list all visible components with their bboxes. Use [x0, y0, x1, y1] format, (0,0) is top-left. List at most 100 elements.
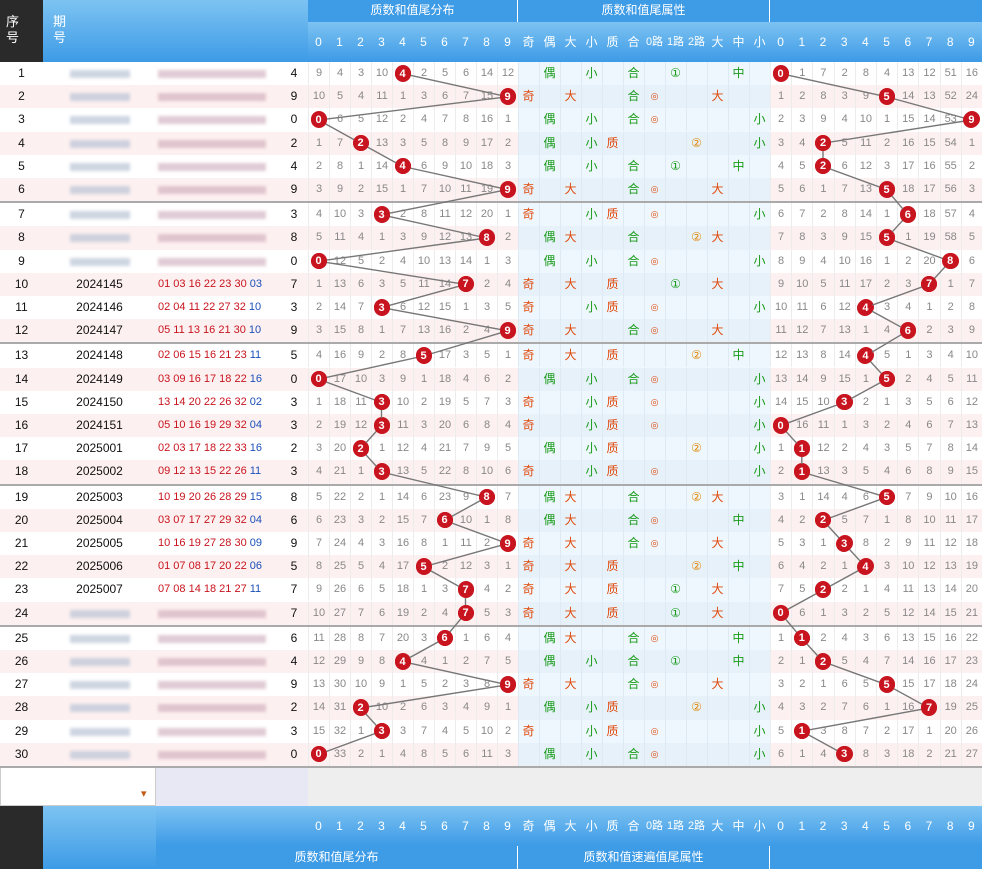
digit2-cell: 16 — [918, 650, 939, 673]
row-draw — [156, 178, 280, 201]
digit-cell: 12 — [497, 62, 518, 85]
attr-header-3: 小 — [585, 35, 598, 49]
attr-oe: 偶 — [543, 230, 556, 245]
miss-count: 7 — [315, 537, 323, 549]
miss2-count: 4 — [926, 372, 933, 385]
miss-count: 4 — [420, 113, 428, 126]
attr-cell — [728, 178, 749, 201]
digit-cell: 0 — [308, 367, 329, 391]
miss2-count: 14 — [902, 90, 915, 103]
attr-road: ① — [670, 605, 681, 620]
miss2-count: 3 — [841, 90, 848, 103]
miss2-count: 20 — [944, 724, 957, 737]
miss-count: 2 — [462, 655, 470, 667]
digit2-cell: 4 — [791, 555, 812, 579]
digit2-cell: 16 — [897, 696, 918, 720]
miss-count: 4 — [399, 254, 407, 267]
attr-bs: 大 — [564, 512, 577, 527]
row-tail-value: 8 — [290, 230, 298, 245]
attr-pc: 质 — [606, 207, 619, 222]
digit-cell: 9 — [455, 131, 476, 155]
miss2-count: 12 — [944, 537, 957, 549]
miss-count: 21 — [333, 465, 347, 478]
miss-count: 8 — [420, 537, 428, 549]
seq-header-label: 序号 — [6, 14, 20, 45]
scroll-box[interactable]: ▾ — [0, 762, 156, 806]
digit-cell: 3 — [476, 555, 497, 579]
issue-header[interactable]: 期号 — [43, 0, 156, 62]
attr-oe: 奇 — [522, 348, 535, 363]
row-seq: 3 — [18, 112, 25, 127]
miss2-count: 5 — [799, 583, 806, 596]
digit2-ball: 6 — [900, 206, 917, 223]
attr-cell — [644, 249, 665, 273]
miss2-count: 17 — [902, 159, 915, 172]
miss2-count: 8 — [862, 537, 869, 549]
miss-count: 1 — [504, 560, 512, 573]
row-draw — [156, 85, 280, 108]
filler-area: ▾ — [0, 762, 982, 806]
miss2-count: 14 — [902, 655, 915, 667]
attr-cell — [686, 460, 707, 484]
miss2-count: 19 — [965, 560, 979, 573]
row-tail-value: 5 — [290, 348, 298, 363]
attr-road: ◎ — [650, 209, 659, 220]
attr-cell — [749, 719, 770, 743]
digit2-cell: 56 — [939, 178, 961, 201]
attr-zone: 大 — [711, 536, 724, 550]
digit2-cell: 1 — [876, 508, 897, 532]
digit-header-9: 9 — [504, 35, 511, 49]
attr-cell — [539, 532, 560, 555]
digit2-cell: 4 — [854, 555, 876, 579]
attr-cell — [602, 85, 623, 109]
draw-blue-number: 04 — [249, 513, 262, 526]
miss2-count: 4 — [841, 631, 848, 644]
attr-cell — [623, 226, 644, 250]
miss2-count: 12 — [859, 159, 873, 172]
attr-oe: 奇 — [522, 207, 535, 222]
draw-red-numbers: 02 03 17 18 22 33 — [158, 442, 247, 455]
digit2-cell: 6 — [876, 626, 897, 650]
miss2-count: 4 — [820, 254, 827, 267]
table-row: 6 9 3 9 2 15 1 7 10 11 19 9 奇大合 ◎ 大 5 6 1 7 13 5 18 17 56 3 — [0, 178, 982, 204]
digit2-cell: 4 — [770, 696, 791, 720]
digit-cell: 7 — [476, 650, 497, 673]
attr-cell — [518, 390, 539, 414]
attr-cell — [518, 742, 539, 766]
miss2-count: 4 — [947, 349, 954, 362]
scroll-down-icon[interactable]: ▾ — [141, 788, 147, 800]
digit-cell: 20 — [434, 414, 455, 437]
digit2-cell: 9 — [960, 108, 982, 132]
miss2-count: 8 — [778, 254, 785, 267]
digit-cell: 23 — [434, 485, 455, 509]
row-issue — [43, 108, 156, 131]
attr-road: ◎ — [650, 114, 659, 125]
attr-cell — [749, 673, 770, 697]
draw-red-numbers: 09 12 13 15 22 26 — [158, 465, 247, 478]
digit2-cell: 11 — [833, 272, 855, 296]
attr-cell — [644, 367, 665, 391]
miss-count: 10 — [354, 678, 368, 691]
digit-cell: 9 — [497, 85, 518, 109]
attr-oe: 奇 — [522, 559, 535, 574]
row-seq: 19 — [14, 489, 29, 504]
digit2-cell: 7 — [812, 319, 833, 343]
digit2-cell: 6 — [812, 296, 833, 319]
attr-cell — [707, 578, 728, 602]
attr-bs: 小 — [585, 441, 598, 456]
digit-cell: 5 — [455, 719, 476, 743]
row-draw: 09 12 13 15 22 26 11 — [156, 460, 280, 483]
digit-cell: 4 — [455, 696, 476, 720]
miss2-count: 5 — [820, 277, 827, 290]
attr-zone: 小 — [753, 394, 766, 409]
digit2-cell: 14 — [791, 367, 812, 391]
miss2-count: 9 — [968, 324, 975, 337]
digit-cell: 11 — [392, 414, 413, 437]
digit2-cell: 1 — [876, 108, 897, 132]
digit-header-5: 5 — [420, 35, 427, 49]
digit2-cell: 13 — [812, 460, 833, 484]
row-draw: 05 11 13 16 21 30 10 — [156, 319, 280, 342]
digit-header-0: 0 — [315, 35, 322, 49]
attr-cell — [686, 344, 707, 368]
miss2-count: 3 — [799, 113, 806, 126]
